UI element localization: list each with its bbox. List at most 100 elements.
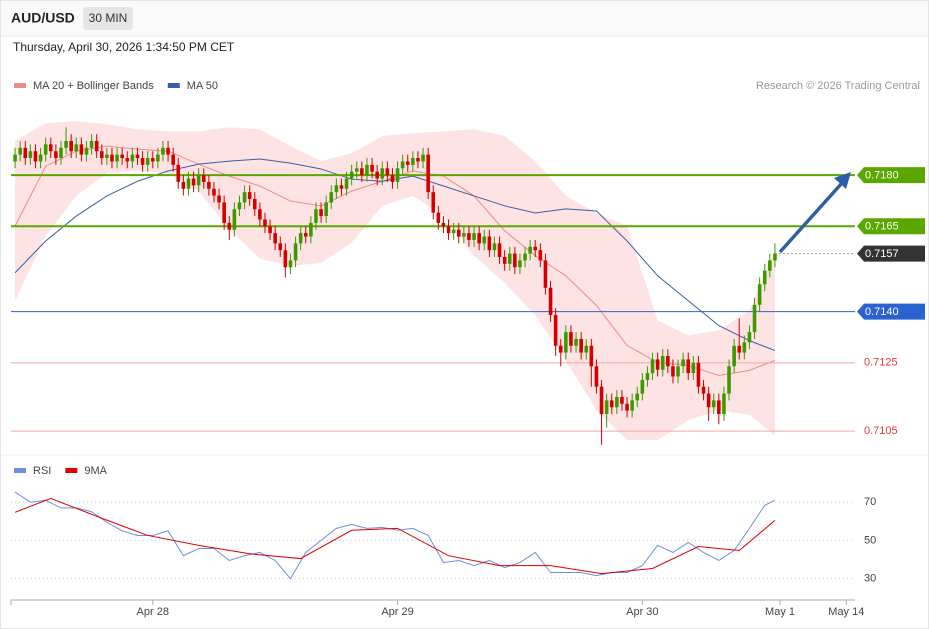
candle-body: [686, 359, 691, 374]
level-label: 0.7157: [865, 248, 899, 260]
timeframe[interactable]: 30 MIN: [89, 11, 128, 25]
candle-body: [579, 338, 583, 353]
candle-body: [156, 154, 160, 162]
candle-body: [691, 362, 696, 374]
candle-body: [655, 359, 660, 370]
candle-body: [18, 147, 22, 155]
candle-body: [181, 181, 186, 189]
candle-body: [528, 246, 532, 254]
candle-body: [263, 219, 267, 227]
candle-body: [666, 356, 670, 367]
legend-swatch: [14, 83, 26, 88]
candle-body: [227, 222, 232, 230]
candle-body: [533, 246, 538, 251]
candle-body: [436, 212, 441, 223]
candle-body: [574, 338, 578, 346]
candle-body: [232, 209, 237, 230]
candle-body: [48, 144, 53, 152]
candle-body: [523, 253, 527, 261]
candle-body: [298, 233, 303, 244]
candle-body: [625, 403, 629, 411]
candle-body: [99, 151, 104, 159]
timestamp: Thursday, April 30, 2026 1:34:50 PM CET: [13, 40, 235, 54]
candle-body: [64, 140, 68, 148]
candle-body: [594, 366, 599, 387]
y-tick-label: 30: [864, 573, 876, 585]
candle-body: [742, 342, 747, 353]
candle-body: [553, 315, 558, 346]
candle-body: [79, 144, 84, 155]
level-label: 0.7180: [865, 170, 899, 182]
timeframe-badge[interactable]: [83, 7, 133, 30]
candle-body: [344, 178, 349, 189]
candle-body: [309, 222, 313, 237]
level-label: 0.7140: [865, 306, 899, 318]
candle-body: [74, 144, 79, 152]
candle-body: [737, 345, 742, 353]
candle-body: [283, 250, 288, 268]
candle-body: [135, 154, 140, 159]
candle-body: [538, 250, 543, 261]
candle-body: [543, 260, 548, 288]
indicator-line: [14, 491, 776, 580]
candle-body: [84, 147, 89, 155]
candle-body: [252, 198, 257, 210]
legend-swatch: [14, 468, 26, 473]
candle-body: [701, 386, 706, 394]
candle-body: [630, 400, 634, 411]
candle-body: [186, 178, 191, 189]
candle-body: [405, 161, 410, 165]
candle-body: [747, 332, 752, 343]
candle-body: [671, 366, 675, 377]
candle-body: [451, 229, 456, 234]
candle-body: [242, 192, 247, 203]
candle-body: [462, 233, 466, 237]
candle-body: [706, 393, 711, 408]
level-badge: [857, 245, 925, 262]
arrow-shaft: [778, 181, 844, 254]
candle-body: [196, 175, 201, 186]
candle-body: [727, 366, 731, 394]
candle-body: [696, 362, 701, 387]
candle-body: [324, 202, 328, 217]
candle-body: [472, 233, 476, 240]
header-bar: [1, 1, 928, 36]
candle-body: [467, 233, 471, 240]
candle-body: [314, 209, 318, 223]
candle-body: [380, 168, 385, 179]
candle-body: [431, 192, 436, 213]
candle-body: [609, 400, 614, 408]
candle-body: [390, 175, 395, 182]
candle-body: [441, 222, 446, 227]
level-label: 0.7105: [864, 425, 898, 437]
candle-body: [717, 400, 721, 415]
symbol: AUD/USD: [11, 10, 75, 26]
candle-body: [273, 233, 277, 244]
candle-body: [599, 386, 604, 415]
candle-body: [115, 154, 119, 162]
candle-body: [518, 260, 522, 268]
candle-body: [497, 243, 502, 258]
candle-body: [354, 168, 359, 172]
candle-body: [339, 185, 344, 189]
legend-label: 9MA: [84, 465, 107, 477]
x-tick-label: Apr 30: [626, 606, 658, 618]
candle-body: [487, 236, 492, 251]
candle-body: [303, 233, 308, 237]
candle-body: [507, 253, 512, 264]
candle-body: [237, 202, 242, 210]
legend-swatch: [167, 83, 180, 88]
x-tick-label: May 14: [828, 606, 864, 618]
candle-body: [329, 192, 334, 203]
forecast-arrow: [778, 172, 851, 254]
candle-body: [166, 147, 170, 155]
candle-body: [28, 151, 33, 159]
level-label: 0.7165: [865, 221, 899, 233]
candle-body: [105, 154, 109, 159]
candle-body: [604, 400, 609, 415]
candle-body: [33, 151, 38, 162]
candle-body: [89, 140, 94, 148]
candle-body: [456, 229, 461, 237]
candle-body: [125, 158, 130, 162]
